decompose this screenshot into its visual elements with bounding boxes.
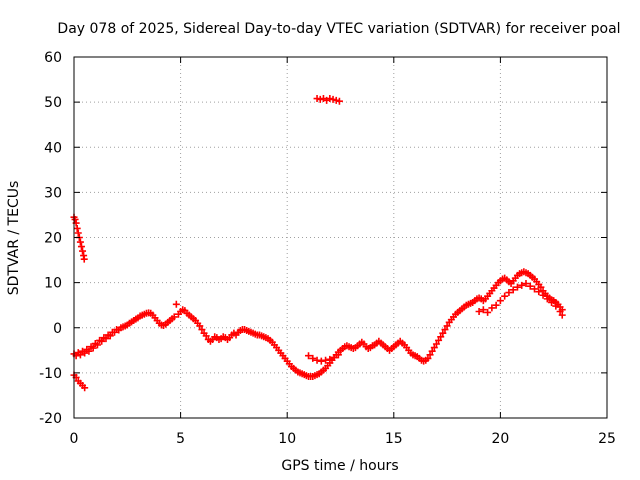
data-point bbox=[432, 340, 440, 348]
y-tick-label: 40 bbox=[44, 140, 62, 156]
x-tick-label: 10 bbox=[278, 431, 296, 447]
data-point bbox=[98, 337, 106, 345]
data-point bbox=[509, 286, 517, 294]
data-point bbox=[543, 295, 551, 303]
data-point bbox=[548, 298, 556, 306]
data-point bbox=[496, 297, 504, 305]
data-point bbox=[85, 347, 93, 355]
data-point bbox=[539, 291, 547, 299]
data-point bbox=[428, 347, 436, 355]
data-point bbox=[439, 329, 447, 337]
data-point bbox=[443, 322, 451, 330]
data-point bbox=[196, 322, 204, 330]
data-point bbox=[106, 332, 114, 340]
data-point bbox=[537, 283, 545, 291]
data-point bbox=[441, 326, 449, 334]
data-point bbox=[329, 95, 337, 103]
data-point bbox=[335, 97, 343, 105]
data-point bbox=[424, 354, 432, 362]
x-tick-label: 15 bbox=[385, 431, 403, 447]
data-point bbox=[71, 215, 79, 223]
y-tick-label: 20 bbox=[44, 231, 62, 247]
data-point bbox=[531, 285, 539, 293]
data-point bbox=[89, 344, 97, 352]
y-tick-label: 0 bbox=[53, 321, 62, 337]
data-point bbox=[80, 255, 88, 263]
data-point bbox=[172, 300, 180, 308]
data-points bbox=[70, 95, 566, 392]
data-point bbox=[513, 283, 521, 291]
data-point bbox=[202, 332, 210, 340]
x-tick-label: 25 bbox=[598, 431, 616, 447]
x-tick-label: 20 bbox=[491, 431, 509, 447]
y-tick-label: 10 bbox=[44, 276, 62, 292]
data-point bbox=[326, 95, 334, 103]
data-point bbox=[437, 333, 445, 341]
data-point bbox=[558, 311, 566, 319]
y-tick-label: -10 bbox=[39, 366, 62, 382]
data-point bbox=[77, 243, 85, 251]
x-axis: 0 5 10 15 20 25 bbox=[70, 57, 616, 447]
data-point bbox=[484, 308, 492, 316]
data-point bbox=[81, 349, 89, 357]
data-point bbox=[76, 238, 84, 246]
data-point bbox=[501, 292, 509, 300]
chart-title: Day 078 of 2025, Sidereal Day-to-day VTE… bbox=[57, 21, 620, 37]
data-point bbox=[317, 357, 325, 365]
data-point bbox=[79, 247, 87, 255]
data-point bbox=[102, 335, 110, 343]
data-point bbox=[309, 354, 317, 362]
data-point bbox=[505, 289, 513, 297]
y-tick-label: 60 bbox=[44, 50, 62, 66]
data-point bbox=[74, 229, 82, 237]
grid bbox=[74, 57, 607, 418]
y-tick-label: -20 bbox=[39, 411, 62, 427]
data-point bbox=[81, 384, 89, 392]
data-point bbox=[313, 95, 321, 103]
y-axis-label: SDTVAR / TECUs bbox=[6, 181, 22, 296]
data-point bbox=[430, 344, 438, 352]
data-point bbox=[316, 95, 324, 103]
data-point bbox=[313, 356, 321, 364]
data-point bbox=[332, 96, 340, 104]
data-point bbox=[475, 308, 483, 316]
data-point bbox=[305, 352, 313, 360]
data-point bbox=[518, 281, 526, 289]
plot-frame bbox=[73, 56, 608, 419]
data-point bbox=[556, 308, 564, 316]
y-tick-label: 30 bbox=[44, 185, 62, 201]
data-point bbox=[526, 282, 534, 290]
data-point bbox=[76, 351, 84, 359]
data-point bbox=[73, 224, 81, 232]
data-point bbox=[535, 288, 543, 296]
data-point bbox=[488, 304, 496, 312]
x-tick-label: 5 bbox=[176, 431, 185, 447]
x-axis-label: GPS time / hours bbox=[281, 458, 398, 474]
data-point bbox=[522, 280, 530, 288]
x-tick-label: 0 bbox=[70, 431, 79, 447]
y-axis: -20 -10 0 10 20 30 40 50 60 bbox=[39, 50, 607, 427]
data-point bbox=[426, 351, 434, 359]
data-point bbox=[322, 356, 330, 364]
data-point bbox=[198, 326, 206, 334]
data-point bbox=[552, 302, 560, 310]
y-tick-label: 50 bbox=[44, 95, 62, 111]
data-point bbox=[492, 301, 500, 309]
data-point bbox=[479, 306, 487, 314]
data-point bbox=[170, 313, 178, 321]
data-point bbox=[93, 341, 101, 349]
data-point bbox=[435, 336, 443, 344]
